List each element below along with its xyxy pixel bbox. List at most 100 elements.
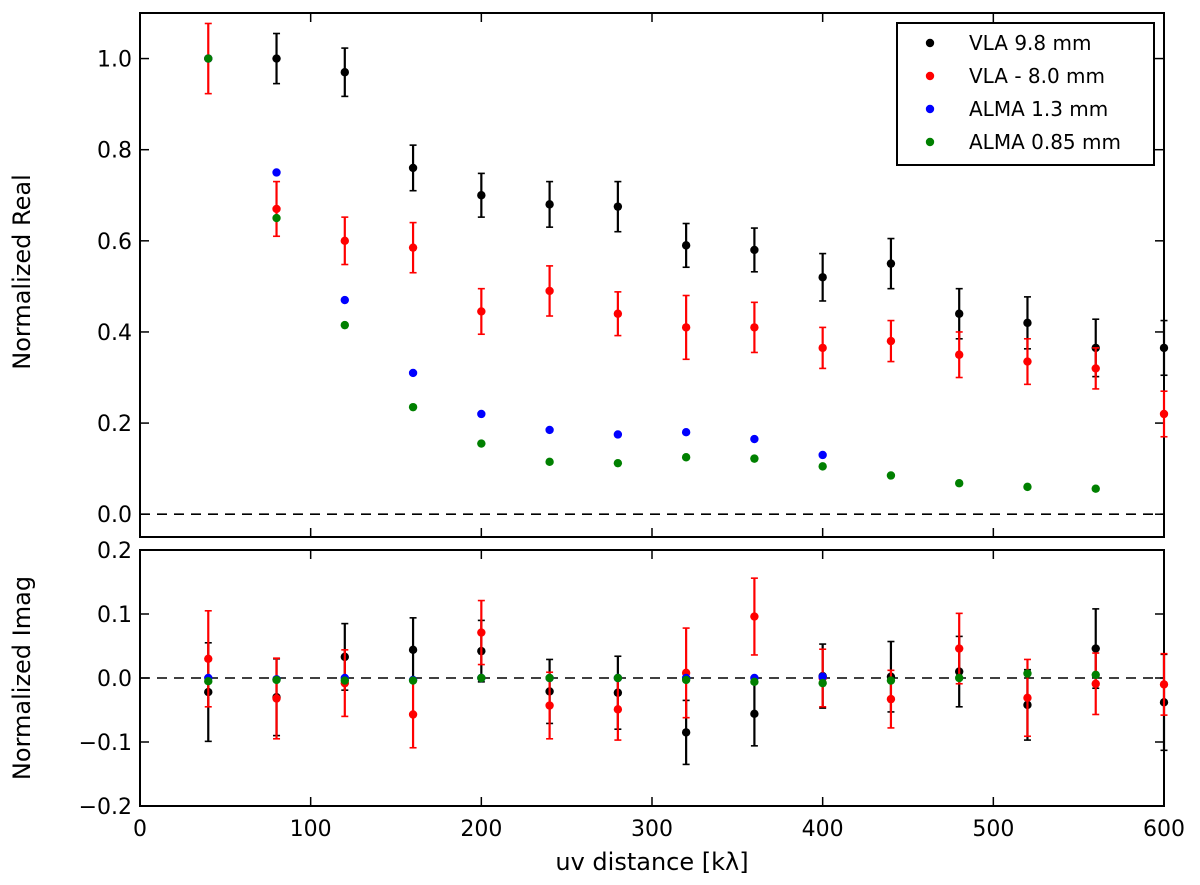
data-point (545, 673, 554, 683)
data-point (545, 425, 554, 435)
x-tick-label: 500 (972, 817, 1014, 842)
legend-label-alma-0-85: ALMA 0.85 mm (969, 130, 1121, 154)
data-point (1023, 482, 1032, 492)
data-point (955, 673, 964, 683)
data-point (340, 320, 349, 330)
data-point (955, 644, 964, 653)
bottom-y-axis-label: Normalized Imag (8, 576, 36, 780)
data-point (1091, 670, 1100, 679)
data-point (408, 243, 418, 252)
data-point (477, 673, 486, 683)
data-point (408, 710, 418, 719)
data-point (886, 336, 896, 346)
data-point (750, 323, 759, 332)
data-point (272, 168, 281, 177)
data-point (1023, 318, 1032, 328)
data-point (1159, 409, 1169, 419)
legend-marker-alma-1-3-mm (925, 104, 935, 114)
data-point (408, 163, 418, 173)
data-point (613, 202, 623, 211)
data-point (1159, 680, 1169, 689)
bottom-x-ticks: 0 100 200 300 400 500 600 (133, 550, 1185, 842)
data-point (955, 479, 964, 488)
x-axis-label: uv distance [kλ] (555, 848, 748, 876)
data-point (750, 434, 759, 444)
data-point (272, 54, 281, 63)
panel-normalized-imag: −0.2 −0.1 0.0 0.1 0.2 0 100 200 300 400 500 600 No… (8, 539, 1185, 876)
top-y-tick-label: 0.6 (97, 230, 132, 255)
data-point (477, 628, 486, 637)
data-point (818, 462, 827, 471)
bottom-y-tick-label: 0.2 (97, 539, 132, 564)
data-point (545, 200, 554, 209)
top-x-ticks (139, 13, 1165, 537)
legend-marker-vla-8-0-mm (925, 71, 935, 81)
legend-marker-vla-9-8-mm (925, 38, 935, 48)
data-point (408, 676, 418, 685)
x-tick-label: 600 (1143, 817, 1185, 842)
data-point (750, 677, 759, 687)
bottom-y-tick-label: 0.0 (97, 667, 132, 692)
data-point (818, 450, 827, 460)
top-data-marks (204, 22, 1169, 493)
data-point (272, 213, 281, 223)
bottom-y-ticks: −0.2 −0.1 0.0 0.1 0.2 (79, 539, 1164, 820)
data-point (1023, 669, 1032, 678)
data-point (204, 654, 213, 663)
data-point (340, 68, 349, 77)
data-point (681, 453, 691, 462)
data-point (1091, 484, 1100, 493)
legend-label-alma-1-3: ALMA 1.3 mm (969, 97, 1108, 121)
data-point (272, 675, 281, 685)
data-point (613, 673, 623, 683)
data-point (477, 439, 486, 448)
data-point (681, 728, 691, 737)
legend-label-vla-9-8: VLA 9.8 mm (969, 31, 1091, 55)
legend-box (896, 22, 1155, 166)
data-point (204, 677, 213, 686)
data-point (886, 694, 896, 704)
data-point (340, 295, 349, 305)
bottom-y-tick-label: 0.1 (97, 603, 132, 628)
data-point (681, 323, 691, 332)
data-point (340, 236, 349, 246)
data-point (408, 402, 418, 412)
data-point (955, 309, 964, 318)
data-point (886, 676, 896, 685)
data-point (1091, 364, 1100, 373)
data-point (272, 694, 281, 703)
data-point (545, 457, 554, 467)
data-point (408, 368, 418, 378)
data-point (955, 350, 964, 359)
data-point (750, 245, 759, 255)
data-point (613, 309, 623, 318)
data-point (1023, 357, 1032, 366)
data-point (1023, 693, 1032, 703)
data-point (340, 676, 349, 685)
data-point (477, 307, 486, 316)
data-point (681, 428, 691, 437)
data-point (818, 678, 827, 688)
data-point (681, 675, 691, 685)
x-tick-label: 400 (802, 817, 844, 842)
top-y-tick-label: 0.2 (97, 412, 132, 437)
top-series-vla-8-0-mm (204, 22, 1169, 438)
data-point (750, 612, 759, 621)
data-point (545, 286, 554, 296)
data-point (613, 430, 623, 439)
top-series-alma-0-85-mm (204, 54, 1100, 493)
data-point (818, 343, 827, 353)
top-series-alma-1-3-mm (204, 54, 827, 460)
data-point (272, 204, 281, 214)
legend-marker-alma-0-85-mm (925, 137, 935, 147)
data-point (477, 191, 486, 200)
bottom-data-marks (204, 577, 1169, 766)
top-y-tick-label: 1.0 (97, 48, 132, 73)
top-y-tick-label: 0.4 (97, 321, 132, 346)
data-point (204, 54, 213, 63)
data-point (545, 701, 554, 710)
data-point (750, 454, 759, 463)
top-y-tick-label: 0.8 (97, 139, 132, 164)
data-point (818, 273, 827, 282)
